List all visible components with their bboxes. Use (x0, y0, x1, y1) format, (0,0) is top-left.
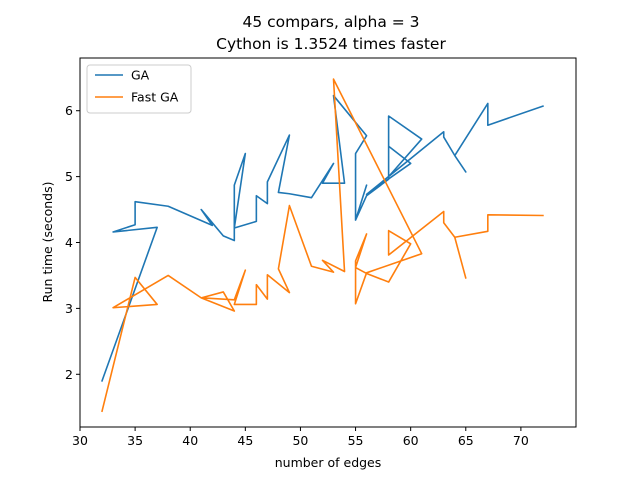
x-tick-label: 40 (182, 433, 198, 448)
y-tick-label: 2 (65, 367, 73, 382)
y-tick-label: 4 (65, 235, 73, 250)
x-tick-label: 30 (72, 433, 88, 448)
legend-label: Fast GA (131, 90, 179, 105)
series-line-fast-ga (101, 78, 544, 413)
x-tick-label: 55 (348, 433, 364, 448)
y-axis-label: Run time (seconds) (40, 181, 55, 302)
y-tick-label: 3 (65, 301, 73, 316)
y-tick-label: 5 (65, 169, 73, 184)
legend-box (86, 64, 192, 114)
chart-title: 45 compars, alpha = 3 (242, 13, 419, 31)
x-axis-label: number of edges (275, 455, 382, 470)
x-tick-label: 70 (513, 433, 529, 448)
y-axis: 2 3 4 5 6 (65, 103, 80, 382)
x-tick-label: 35 (127, 433, 143, 448)
chart-subtitle: Cython is 1.3524 times faster (216, 35, 446, 53)
legend-label: GA (131, 68, 150, 83)
x-tick-label: 65 (458, 433, 474, 448)
series-layer (101, 78, 544, 413)
x-tick-label: 50 (292, 433, 308, 448)
x-tick-label: 45 (237, 433, 253, 448)
x-tick-label: 60 (403, 433, 419, 448)
x-axis: 30 35 40 45 50 55 60 65 70 (72, 427, 529, 448)
legend: GA Fast GA (86, 64, 192, 114)
series-line-ga (101, 94, 544, 382)
y-tick-label: 6 (65, 103, 73, 118)
